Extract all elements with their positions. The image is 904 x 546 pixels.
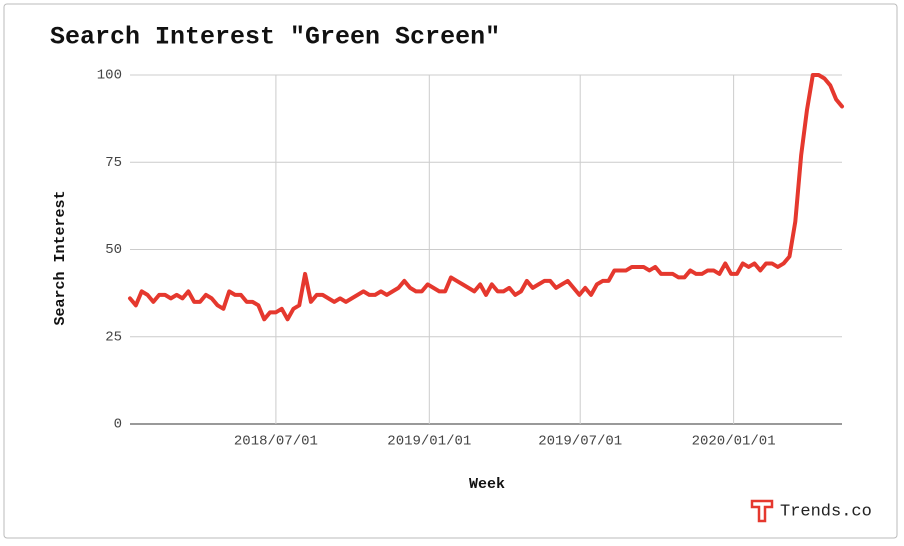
y-tick-label: 100 bbox=[97, 68, 122, 84]
frame bbox=[3, 3, 898, 539]
y-tick-label: 25 bbox=[105, 329, 122, 345]
x-tick-label: 2020/01/01 bbox=[692, 434, 776, 450]
x-tick-label: 2018/07/01 bbox=[234, 434, 318, 450]
x-tick-label: 2019/07/01 bbox=[538, 434, 622, 450]
y-tick-label: 50 bbox=[105, 242, 122, 258]
y-tick-label: 0 bbox=[114, 417, 122, 433]
y-axis-label: Search Interest bbox=[52, 190, 69, 325]
x-axis-label: Week bbox=[469, 476, 505, 493]
line bbox=[128, 73, 844, 322]
brand-logo bbox=[750, 499, 774, 523]
y-tick-label: 75 bbox=[105, 155, 122, 171]
brand: Trends.co bbox=[780, 502, 872, 521]
chart-title: Search Interest "Green Screen" bbox=[50, 23, 500, 52]
x-tick-label: 2019/01/01 bbox=[387, 434, 471, 450]
